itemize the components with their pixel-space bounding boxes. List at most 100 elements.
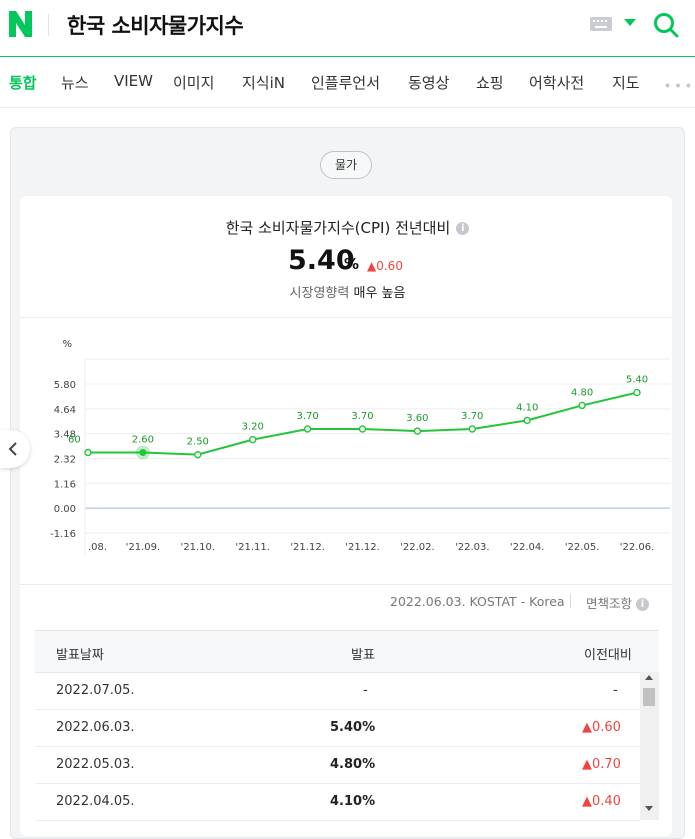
x-tick-label: '22.02.	[400, 542, 435, 553]
row-change-value: 0.40	[592, 794, 621, 809]
chart-divider	[20, 584, 672, 585]
y-tick-label: 5.80	[54, 380, 76, 391]
current-value-unit: %	[344, 255, 360, 273]
row-change: ▲0.70	[582, 757, 621, 772]
scroll-down-icon[interactable]	[645, 806, 653, 811]
data-point	[633, 388, 641, 397]
y-tick-label: 2.32	[54, 455, 76, 466]
x-tick-label: '21.12.	[345, 542, 380, 553]
x-tick-label: '21.11.	[235, 542, 270, 553]
x-tick-label: '21.09.	[126, 542, 161, 553]
x-tick-label: '22.04.	[510, 542, 545, 553]
row-value: 5.40%	[330, 720, 376, 735]
tab-view[interactable]: VIEW	[114, 72, 153, 90]
indicator-card	[20, 196, 672, 836]
y-tick-label: 3.48	[54, 430, 76, 441]
data-label: 3.70	[461, 411, 483, 422]
data-label: 3.60	[406, 413, 428, 424]
x-tick-label: .08.	[88, 542, 107, 553]
tab-map[interactable]: 지도	[612, 74, 640, 92]
row-change: ▲0.60	[582, 720, 621, 735]
tab-video[interactable]: 동영상	[408, 74, 450, 92]
data-point	[578, 401, 586, 410]
data-label: 3.20	[242, 422, 264, 433]
data-label: 3.70	[351, 411, 373, 422]
disclaimer-link[interactable]: 면책조항 i	[586, 593, 650, 612]
tab-knowledge[interactable]: 지식iN	[242, 74, 285, 92]
more-icon[interactable]	[665, 83, 691, 88]
row-change-value: 0.70	[592, 757, 621, 772]
row-date: 2022.07.05.	[56, 683, 135, 698]
search-icon[interactable]	[653, 12, 679, 38]
data-point	[139, 449, 147, 457]
x-tick-label: '22.06.	[620, 542, 655, 553]
up-triangle-icon: ▲	[582, 794, 592, 809]
tab-images[interactable]: 이미지	[173, 74, 215, 92]
y-axis-unit: %	[62, 339, 72, 350]
x-tick-label: '21.12.	[290, 542, 325, 553]
row-change: ▲0.40	[582, 794, 621, 809]
data-point	[303, 425, 312, 433]
data-point	[248, 435, 257, 444]
x-tick-label: '21.10.	[181, 542, 216, 553]
influence-level: 매우 높음	[353, 286, 406, 301]
source-divider	[570, 594, 571, 608]
header-bar: 한국 소비자물가지수	[0, 0, 695, 57]
up-triangle-icon: ▲	[582, 757, 592, 772]
row-date: 2022.05.03.	[56, 757, 135, 772]
table-row: 2022.07.05. - -	[35, 672, 640, 710]
disclaimer-text: 면책조항	[586, 596, 633, 611]
tab-shopping[interactable]: 쇼핑	[476, 74, 504, 92]
data-source: 2022.06.03. KOSTAT - Korea	[390, 594, 565, 609]
market-influence: 시장영향력 매우 높음	[0, 282, 695, 301]
scroll-up-icon[interactable]	[645, 675, 653, 680]
data-label: 2.60	[132, 435, 154, 446]
row-value: 4.80%	[330, 757, 376, 772]
chevron-down-icon[interactable]	[624, 19, 636, 26]
data-label: 4.10	[516, 402, 538, 413]
row-date: 2022.04.05.	[56, 794, 135, 809]
up-triangle-icon: ▲	[367, 259, 377, 273]
y-tick-label: 1.16	[54, 479, 76, 490]
table-row: 2022.05.03. 4.80% ▲0.70	[35, 746, 640, 784]
indicator-title: 한국 소비자물가지수(CPI) 전년대비 i	[0, 217, 695, 238]
tab-dictionary[interactable]: 어학사전	[529, 74, 585, 92]
header-value: 발표	[351, 648, 375, 663]
info-icon[interactable]: i	[456, 222, 470, 235]
data-point	[358, 425, 367, 433]
tab-integrated[interactable]: 통합	[9, 74, 37, 92]
category-pill[interactable]: 물가	[320, 151, 372, 179]
up-triangle-icon: ▲	[582, 720, 592, 735]
chevron-left-icon	[8, 442, 17, 456]
keyboard-icon[interactable]	[590, 17, 612, 31]
data-point	[194, 450, 202, 459]
search-tabs: 통합 뉴스 VIEW 이미지 지식iN 인플루언서 동영상 쇼핑 어학사전 지도	[0, 57, 695, 108]
naver-logo-icon[interactable]	[9, 11, 32, 37]
y-tick-label: 4.64	[54, 405, 76, 416]
card-divider	[20, 317, 672, 318]
info-icon: i	[636, 598, 650, 611]
tab-influencer[interactable]: 인플루언서	[311, 74, 381, 92]
data-point	[84, 448, 92, 457]
data-label: 5.40	[626, 375, 648, 386]
prev-button[interactable]	[0, 430, 30, 468]
search-query[interactable]: 한국 소비자물가지수	[67, 14, 244, 38]
y-tick-label: -1.16	[50, 529, 76, 540]
row-value: -	[363, 683, 368, 698]
table-header: 발표날짜 발표 이전대비	[35, 630, 659, 673]
row-date: 2022.06.03.	[56, 720, 135, 735]
data-label: 60	[68, 435, 81, 446]
scroll-thumb[interactable]	[643, 688, 655, 706]
data-point	[413, 427, 422, 435]
cpi-line-chart: 5.80 4.64 3.48 2.32 1.16 0.00 -1.16% 60 2.60 2.50…	[50, 339, 670, 555]
y-tick-label: 0.00	[54, 504, 76, 515]
data-point	[468, 425, 476, 433]
data-label: 2.50	[187, 437, 209, 448]
header-divider	[48, 14, 49, 36]
table-row: 2022.04.05. 4.10% ▲0.40	[35, 783, 640, 821]
data-label: 4.80	[571, 387, 593, 398]
row-value: 4.10%	[330, 794, 376, 809]
current-change: ▲0.60	[367, 259, 403, 273]
tab-news[interactable]: 뉴스	[61, 74, 89, 92]
table-scrollbar[interactable]	[640, 672, 659, 820]
